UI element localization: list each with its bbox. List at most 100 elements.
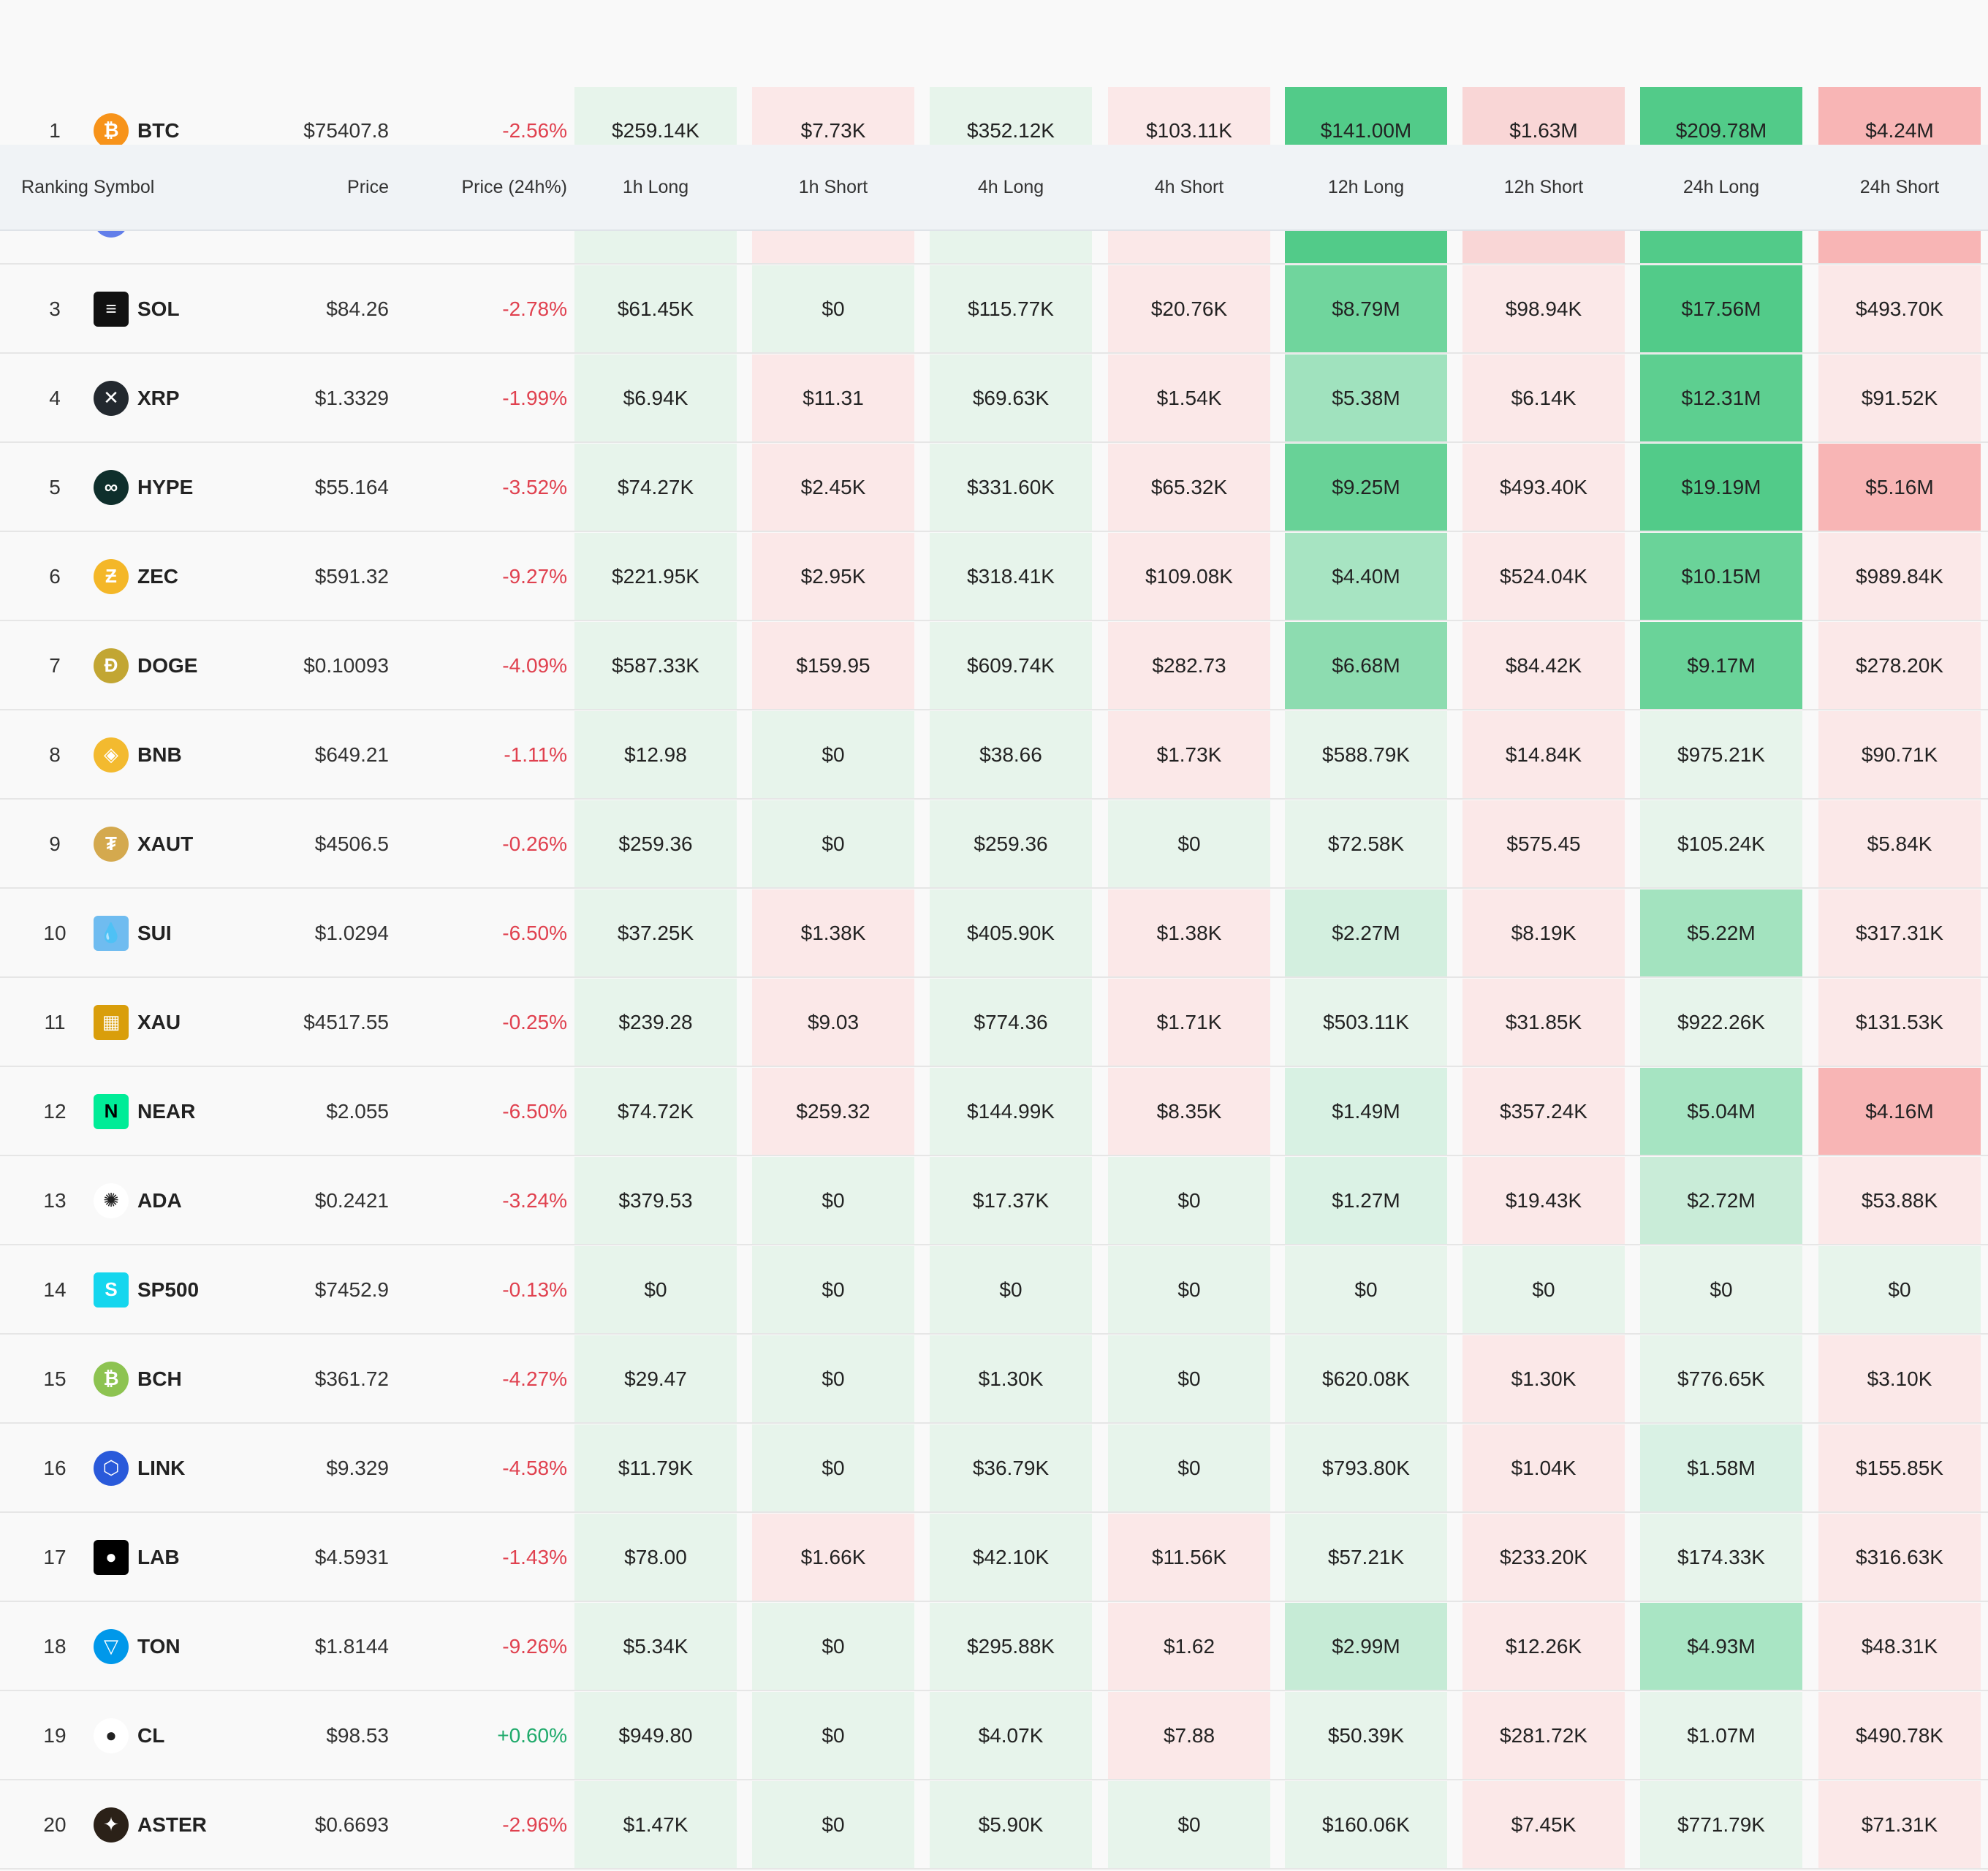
- price-cell: $649.21: [314, 743, 389, 766]
- h-price[interactable]: Price: [347, 176, 389, 197]
- liq-cell: $0: [1285, 1246, 1447, 1333]
- liq-cell: $53.88K: [1818, 1157, 1981, 1244]
- liq-cell: $357.24K: [1462, 1068, 1625, 1155]
- table-row[interactable]: $587.33K $159.95 $609.74K $282.73 $6.68M $84.…: [0, 622, 1988, 710]
- liq-cell: $5.90K: [930, 1781, 1092, 1868]
- liq-cell: $72.58K: [1285, 800, 1447, 887]
- h-24h-long[interactable]: 24h Long: [1682, 176, 1760, 197]
- liq-cell: $4.40M: [1285, 533, 1447, 620]
- liq-cell: $6.68M: [1285, 622, 1447, 709]
- liq-cell: $105.24K: [1640, 800, 1802, 887]
- liq-cell: $0: [1818, 1246, 1981, 1333]
- symbol-label: SOL: [137, 297, 180, 320]
- h-12h-long[interactable]: 12h Long: [1327, 176, 1405, 197]
- table-row[interactable]: $5.34K $0 $295.88K $1.62 $2.99M $12.26K $4.93M…: [0, 1603, 1988, 1691]
- table-row[interactable]: $949.80 $0 $4.07K $7.88 $50.39K $281.72K $1.07…: [0, 1692, 1988, 1780]
- table-row[interactable]: $12.98 $0 $38.66 $1.73K $588.79K $14.84K $975.…: [0, 711, 1988, 800]
- symbol-cell[interactable]: 💧 SUI: [94, 889, 269, 976]
- symbol-label: BCH: [137, 1367, 182, 1390]
- table-row[interactable]: $1.47K $0 $5.90K $0 $160.06K $7.45K $771.79K $7…: [0, 1781, 1988, 1870]
- symbol-cell[interactable]: Ƶ ZEC: [94, 533, 269, 620]
- liq-cell: $1.30K: [1462, 1335, 1625, 1422]
- liq-cell: $20.76K: [1108, 265, 1270, 352]
- liq-cell: $155.85K: [1818, 1424, 1981, 1511]
- symbol-cell[interactable]: ₮ XAUT: [94, 800, 269, 887]
- price-cell: $4.5931: [314, 1545, 389, 1568]
- h-12h-short[interactable]: 12h Short: [1503, 176, 1584, 197]
- liq-cell: $2.72M: [1640, 1157, 1802, 1244]
- symbol-cell[interactable]: ₿ BCH: [94, 1335, 269, 1422]
- liq-cell: $0: [930, 1246, 1092, 1333]
- table-row[interactable]: $6.94K $11.31 $69.63K $1.54K $5.38M $6.14K $12…: [0, 354, 1988, 443]
- h-symbol[interactable]: Symbol: [94, 176, 155, 197]
- rank-cell: 11: [44, 1010, 66, 1033]
- symbol-cell[interactable]: ≡ SOL: [94, 265, 269, 352]
- liq-cell: $42.10K: [930, 1514, 1092, 1601]
- table-row[interactable]: $379.53 $0 $17.37K $0 $1.27M $19.43K $2.72M $53…: [0, 1157, 1988, 1245]
- symbol-cell[interactable]: S SP500: [94, 1246, 269, 1333]
- rank-cell: 14: [43, 1278, 67, 1301]
- liq-cell: $5.38M: [1285, 354, 1447, 441]
- symbol-cell[interactable]: ₿ BTC: [94, 87, 269, 174]
- rank-cell: 6: [49, 564, 61, 588]
- price-cell: $4517.55: [303, 1010, 389, 1033]
- liq-cell: $1.58M: [1640, 1424, 1802, 1511]
- table-row[interactable]: $0 $0 $0 $0 $0 $0 $0 $0 14 S SP500 $7452.9 -0.13%: [0, 1246, 1988, 1335]
- symbol-cell[interactable]: ✺ ADA: [94, 1157, 269, 1244]
- liq-cell: $2.95K: [752, 533, 914, 620]
- table-row[interactable]: $29.47 $0 $1.30K $0 $620.08K $1.30K $776.65K $3…: [0, 1335, 1988, 1424]
- table-row[interactable]: $221.95K $2.95K $318.41K $109.08K $4.40M $524…: [0, 533, 1988, 621]
- symbol-cell[interactable]: ∞ HYPE: [94, 444, 269, 531]
- symbol-label: BNB: [137, 743, 182, 766]
- h-ranking[interactable]: Ranking: [21, 176, 88, 197]
- h-4h-long[interactable]: 4h Long: [977, 176, 1044, 197]
- liq-cell: $9.03: [752, 979, 914, 1066]
- symbol-label: NEAR: [137, 1099, 196, 1123]
- rank-cell: 20: [43, 1813, 67, 1836]
- liq-cell: $0: [1108, 800, 1270, 887]
- liq-cell: $0: [752, 711, 914, 798]
- liq-cell: $0: [752, 265, 914, 352]
- liq-cell: $331.60K: [930, 444, 1092, 531]
- liq-cell: $65.32K: [1108, 444, 1270, 531]
- h-24h-short[interactable]: 24h Short: [1859, 176, 1940, 197]
- liq-cell: $259.36: [930, 800, 1092, 887]
- h-1h-long[interactable]: 1h Long: [622, 176, 689, 197]
- symbol-cell[interactable]: ▦ XAU: [94, 979, 269, 1066]
- symbol-cell[interactable]: ◈ BNB: [94, 711, 269, 798]
- table-row[interactable]: $74.27K $2.45K $331.60K $65.32K $9.25M $493.4…: [0, 444, 1988, 532]
- hyperliquid-icon: ∞: [94, 469, 129, 505]
- h-4h-short[interactable]: 4h Short: [1154, 176, 1224, 197]
- rank-cell: 15: [43, 1367, 67, 1390]
- symbol-cell[interactable]: ● CL: [94, 1692, 269, 1779]
- table-row[interactable]: $11.79K $0 $36.79K $0 $793.80K $1.04K $1.58M $1…: [0, 1424, 1988, 1513]
- h-1h-short[interactable]: 1h Short: [798, 176, 868, 197]
- symbol-cell[interactable]: ✦ ASTER: [94, 1781, 269, 1868]
- liq-cell: $8.35K: [1108, 1068, 1270, 1155]
- liq-cell: $0: [752, 800, 914, 887]
- liq-cell: $493.70K: [1818, 265, 1981, 352]
- symbol-label: BTC: [137, 118, 180, 142]
- symbol-cell[interactable]: ▽ TON: [94, 1603, 269, 1690]
- rank-cell: 7: [49, 653, 61, 677]
- rank-cell: 18: [43, 1634, 67, 1658]
- h-change[interactable]: Price (24h%): [461, 176, 568, 197]
- table-row[interactable]: $74.72K $259.32 $144.99K $8.35K $1.49M $357.2…: [0, 1068, 1988, 1156]
- liq-cell: $37.25K: [574, 889, 737, 976]
- symbol-cell[interactable]: ✕ XRP: [94, 354, 269, 441]
- liq-cell: $0: [1108, 1335, 1270, 1422]
- sp500-icon: S: [94, 1272, 129, 1308]
- table-row[interactable]: $61.45K $0 $115.77K $20.76K $8.79M $98.94K $17…: [0, 265, 1988, 354]
- symbol-cell[interactable]: ⬡ LINK: [94, 1424, 269, 1511]
- table-row[interactable]: $259.36 $0 $259.36 $0 $72.58K $575.45 $105.24K…: [0, 800, 1988, 889]
- symbol-cell[interactable]: N NEAR: [94, 1068, 269, 1155]
- liq-cell: $12.31M: [1640, 354, 1802, 441]
- price-cell: $75407.8: [303, 118, 389, 142]
- liq-cell: $1.38K: [1108, 889, 1270, 976]
- table-row[interactable]: $37.25K $1.38K $405.90K $1.38K $2.27M $8.19K $…: [0, 889, 1988, 978]
- symbol-cell[interactable]: Ð DOGE: [94, 622, 269, 709]
- symbol-cell[interactable]: ● LAB: [94, 1514, 269, 1601]
- table-row[interactable]: $78.00 $1.66K $42.10K $11.56K $57.21K $233.20…: [0, 1514, 1988, 1602]
- table-row[interactable]: $239.28 $9.03 $774.36 $1.71K $503.11K $31.85K…: [0, 979, 1988, 1067]
